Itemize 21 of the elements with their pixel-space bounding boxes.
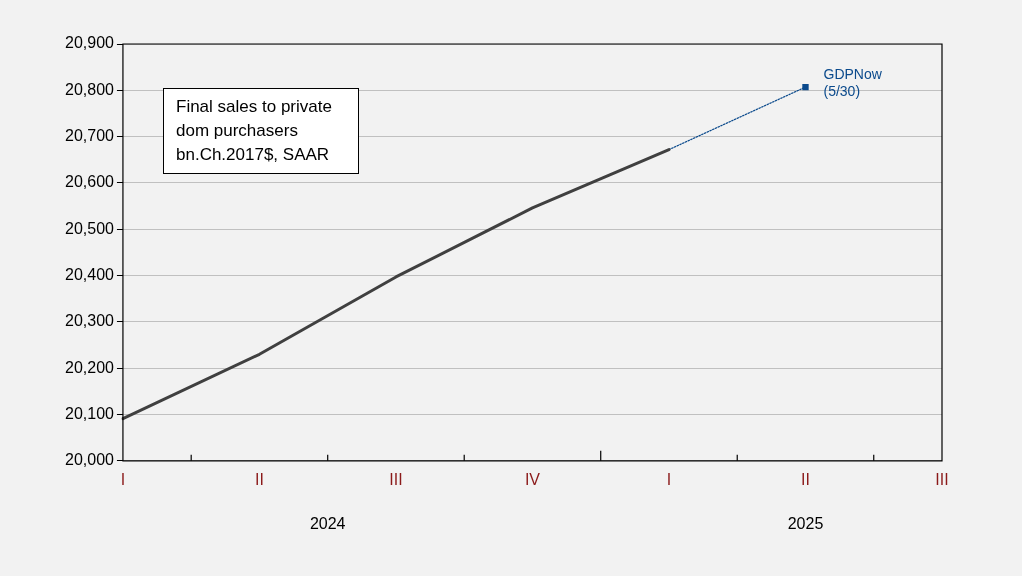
x-tick-label: II [255,470,264,488]
y-tick-label: 20,000 [65,451,115,469]
x-tick-label: IV [524,470,541,488]
x-tick-label: I [120,470,126,488]
y-tick-label: 20,800 [65,80,115,98]
x-tick-label: I [666,470,672,488]
x-tick-label: III [935,470,949,488]
text: Final sales to private dom purchasers bn.Ch.2017$, SAAR [163,88,359,174]
y-tick-label: 20,500 [65,219,115,237]
y-tick-label: 20,300 [65,312,115,330]
y-tick-label: 20,200 [65,358,115,376]
x-tick-label: III [389,470,403,488]
y-tick-label: 20,400 [65,265,115,283]
text: 2024 [309,514,346,532]
y-tick-label: 20,100 [65,404,115,422]
y-tick-label: 20,600 [65,173,115,191]
x-tick-label: II [801,470,810,488]
y-tick-label: 20,700 [65,127,115,145]
y-tick-label: 20,900 [65,34,115,52]
series-label: GDPNow (5/30) [823,66,883,100]
text: 2025 [787,514,824,532]
